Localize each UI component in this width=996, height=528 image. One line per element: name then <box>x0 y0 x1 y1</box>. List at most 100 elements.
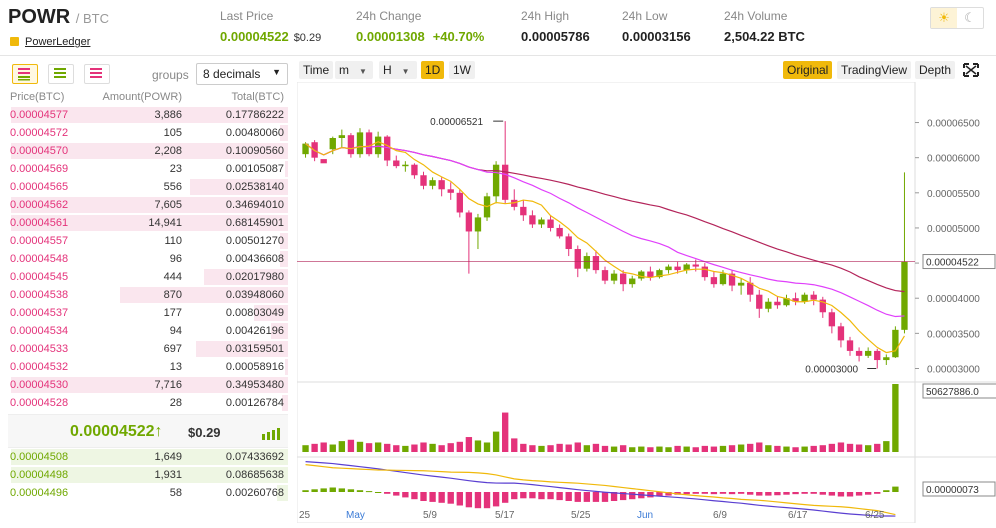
macd-value-label: 0.00000073 <box>926 485 979 496</box>
candle-up <box>901 261 908 330</box>
high-stat: 24h High 0.00005786 <box>521 9 590 44</box>
ask-row[interactable]: 0.00004545 444 0.02017980 <box>8 268 288 286</box>
low-marker-label: 0.00003000 <box>805 364 858 375</box>
change-label: 24h Change <box>356 9 422 23</box>
ask-row[interactable]: 0.00004557 110 0.00501270 <box>8 232 288 250</box>
macd-bar <box>765 492 772 496</box>
depth-bar <box>282 395 288 411</box>
depth-button[interactable]: Depth <box>915 61 956 79</box>
ask-row[interactable]: 0.00004565 556 0.02538140 <box>8 178 288 196</box>
macd-bar <box>864 492 872 495</box>
depth-bar <box>10 449 288 465</box>
ask-row[interactable]: 0.00004530 7,716 0.34953480 <box>8 376 288 394</box>
view-both-button[interactable] <box>12 64 38 84</box>
time-tick-label: 5/25 <box>571 510 591 521</box>
ask-row[interactable]: 0.00004548 96 0.00436608 <box>8 250 288 268</box>
macd-bar <box>692 492 699 494</box>
interval-1w-button[interactable]: 1W <box>449 61 475 79</box>
volume-value: 2,504.22 BTC <box>724 29 805 44</box>
interval-1d-button[interactable]: 1D <box>421 61 445 79</box>
low-label: 24h Low <box>622 9 668 23</box>
time-tick-label: 6/17 <box>788 510 808 521</box>
macd-bar <box>429 492 436 502</box>
price-tick-label: 0.00003500 <box>927 329 980 340</box>
macd-bar <box>556 492 563 501</box>
candle-up <box>329 138 336 150</box>
volume-bar <box>883 441 890 452</box>
candle-up <box>765 301 772 309</box>
theme-toggle[interactable]: ☀ ☾ <box>930 7 984 29</box>
expand-icon[interactable] <box>959 61 983 79</box>
macd-bar <box>647 492 654 498</box>
chart-grid <box>296 81 996 524</box>
bid-row[interactable]: 0.00004496 58 0.00260768 <box>8 484 288 502</box>
volume-bar <box>656 446 663 452</box>
price-tick-label: 0.00006500 <box>927 119 980 130</box>
project-link[interactable]: PowerLedger <box>10 36 90 48</box>
hour-select[interactable]: H ▼ <box>379 61 417 79</box>
candle-down <box>438 180 445 190</box>
ask-row[interactable]: 0.00004569 23 0.00105087 <box>8 160 288 178</box>
volume-bar <box>864 445 872 452</box>
low-stat: 24h Low 0.00003156 <box>622 9 691 44</box>
ask-row[interactable]: 0.00004533 697 0.03159501 <box>8 340 288 358</box>
ask-row[interactable]: 0.00004528 28 0.00126784 <box>8 394 288 412</box>
volume-value-box <box>922 383 996 399</box>
candle-down <box>647 271 654 278</box>
last-price-label: Last Price <box>220 9 274 23</box>
volume-bar <box>420 442 427 452</box>
volume-bar <box>556 443 563 452</box>
row-amount: 177 <box>163 307 182 319</box>
volume-bar <box>601 445 609 452</box>
row-price: 0.00004534 <box>10 325 69 337</box>
groups-select[interactable]: 8 decimals ▼ <box>196 63 288 85</box>
row-price: 0.00004532 <box>10 361 69 373</box>
row-total: 0.02017980 <box>225 271 284 283</box>
ask-row[interactable]: 0.00004572 105 0.00480060 <box>8 124 288 142</box>
bid-row[interactable]: 0.00004498 1,931 0.08685638 <box>8 466 288 484</box>
groups-label: groups <box>152 68 189 82</box>
tradingview-button[interactable]: TradingView <box>837 61 912 79</box>
macd-bar <box>719 492 727 494</box>
ask-row[interactable]: 0.00004537 177 0.00803049 <box>8 304 288 322</box>
bid-row[interactable]: 0.00004508 1,649 0.07433692 <box>8 448 288 466</box>
price-axis: 0.00006500 0.00006000 0.00005500 0.00005000… <box>297 117 996 375</box>
macd-bar <box>846 492 854 497</box>
row-amount: 105 <box>163 127 182 139</box>
ask-row[interactable]: 0.00004577 3,886 0.17786222 <box>8 106 288 124</box>
volume-label: 24h Volume <box>724 9 788 23</box>
ask-row[interactable]: 0.00004538 870 0.03948060 <box>8 286 288 304</box>
depth-bar <box>204 269 288 285</box>
last-price-row[interactable]: 0.00004522↑ $0.29 <box>8 414 288 448</box>
macd-bar <box>565 492 572 501</box>
macd-bar <box>347 489 355 492</box>
candle-down <box>556 227 563 237</box>
row-total: 0.00501270 <box>225 235 284 247</box>
macd-bar <box>302 490 309 492</box>
sun-icon[interactable]: ☀ <box>931 8 957 28</box>
view-asks-button[interactable] <box>84 64 110 84</box>
price-tick-label: 0.00003000 <box>927 364 980 375</box>
ask-row[interactable]: 0.00004534 94 0.00426196 <box>8 322 288 340</box>
view-bids-button[interactable] <box>48 64 74 84</box>
ask-row[interactable]: 0.00004561 14,941 0.68145901 <box>8 214 288 232</box>
ask-row[interactable]: 0.00004532 13 0.00058916 <box>8 358 288 376</box>
minute-select[interactable]: m ▼ <box>335 61 373 79</box>
row-amount: 697 <box>163 343 182 355</box>
depth-bar <box>10 467 288 483</box>
macd-bar <box>420 492 427 501</box>
project-name[interactable]: PowerLedger <box>25 36 91 48</box>
moon-icon[interactable]: ☾ <box>964 10 976 25</box>
candle-up <box>864 350 872 356</box>
macd-bar <box>801 492 808 494</box>
ask-row[interactable]: 0.00004562 7,605 0.34694010 <box>8 196 288 214</box>
change-stat: 24h Change 0.00001308 +40.70% <box>356 9 484 44</box>
original-view-button[interactable]: Original <box>783 61 833 79</box>
candlestick-chart[interactable]: 50627886.0 0.00000073 0.00006500 0.000060… <box>296 81 996 524</box>
macd-bar <box>492 492 500 507</box>
depth-bar <box>254 305 288 321</box>
time-button[interactable]: Time <box>299 61 334 79</box>
volume-bar <box>647 447 654 452</box>
row-total: 0.68145901 <box>225 217 284 229</box>
ask-row[interactable]: 0.00004570 2,208 0.10090560 <box>8 142 288 160</box>
